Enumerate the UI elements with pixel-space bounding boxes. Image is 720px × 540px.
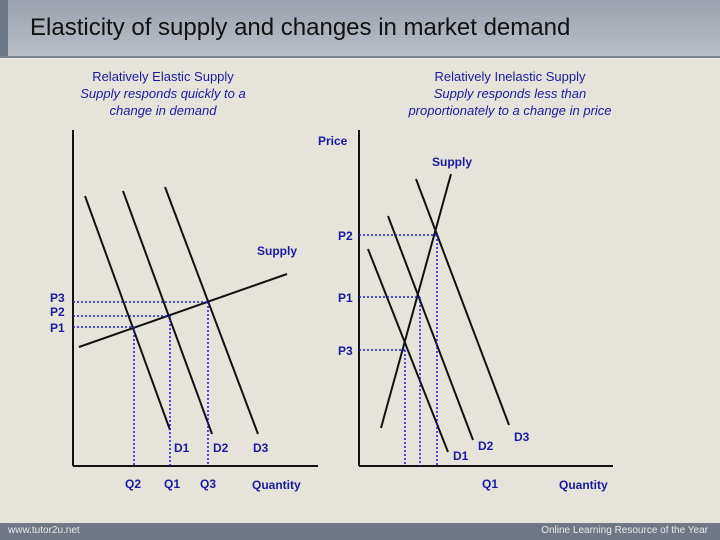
left-supply-curve — [78, 273, 288, 348]
left-quantity-label-q1: Q1 — [164, 477, 180, 491]
title-accent — [0, 0, 8, 56]
left-price-label-p1: P1 — [50, 321, 65, 335]
right-demand-d2 — [387, 215, 474, 441]
footer-bar: www.tutor2u.net Online Learning Resource… — [0, 523, 720, 540]
left-panel-subheading-1: Supply responds quickly to a — [80, 86, 246, 101]
right-demand-label-d2: D2 — [478, 439, 494, 453]
left-diagram — [72, 130, 318, 467]
right-panel-subheading-1: Supply responds less than — [433, 86, 587, 101]
right-supply-curve — [380, 173, 452, 429]
right-x-axis-label: Quantity — [559, 478, 608, 492]
left-demand-d2 — [122, 190, 213, 435]
footer-right-text: Online Learning Resource of the Year — [541, 525, 708, 536]
title-bar: Elasticity of supply and changes in mark… — [0, 0, 720, 58]
left-panel-heading: Relatively Elastic Supply — [92, 69, 234, 84]
left-guides — [73, 301, 209, 466]
right-price-label-p1: P1 — [338, 291, 353, 305]
left-price-label-p3: P3 — [50, 291, 65, 305]
left-demand-d1 — [84, 195, 171, 431]
right-guides — [359, 234, 438, 466]
slide-title: Elasticity of supply and changes in mark… — [30, 14, 571, 41]
right-y-axis-label: Price — [318, 134, 348, 148]
left-panel-header: Relatively Elastic Supply Supply respond… — [43, 68, 283, 119]
left-quantity-label-q3: Q3 — [200, 477, 216, 491]
right-panel-header: Relatively Inelastic Supply Supply respo… — [390, 68, 630, 119]
right-supply-label: Supply — [432, 155, 472, 169]
right-diagram — [358, 130, 613, 467]
right-quantity-label-q1: Q1 — [482, 477, 498, 491]
left-demand-label-d3: D3 — [253, 441, 269, 455]
footer-left-text: www.tutor2u.net — [8, 525, 80, 536]
left-price-label-p2: P2 — [50, 305, 65, 319]
right-price-label-p3: P3 — [338, 344, 353, 358]
left-panel-subheading-2: change in demand — [109, 103, 217, 118]
left-demand-label-d1: D1 — [174, 441, 190, 455]
left-x-axis-label: Quantity — [252, 478, 301, 492]
right-demand-d3 — [415, 178, 510, 426]
left-demand-label-d2: D2 — [213, 441, 229, 455]
left-quantity-label-q2: Q2 — [125, 477, 141, 491]
left-demand-d3 — [164, 186, 259, 435]
right-price-label-p2: P2 — [338, 229, 353, 243]
left-supply-label: Supply — [257, 244, 297, 258]
right-demand-label-d1: D1 — [453, 449, 469, 463]
right-demand-d1 — [367, 248, 449, 453]
right-panel-heading: Relatively Inelastic Supply — [434, 69, 586, 84]
right-panel-subheading-2: proportionately to a change in price — [408, 103, 612, 118]
right-demand-label-d3: D3 — [514, 430, 530, 444]
